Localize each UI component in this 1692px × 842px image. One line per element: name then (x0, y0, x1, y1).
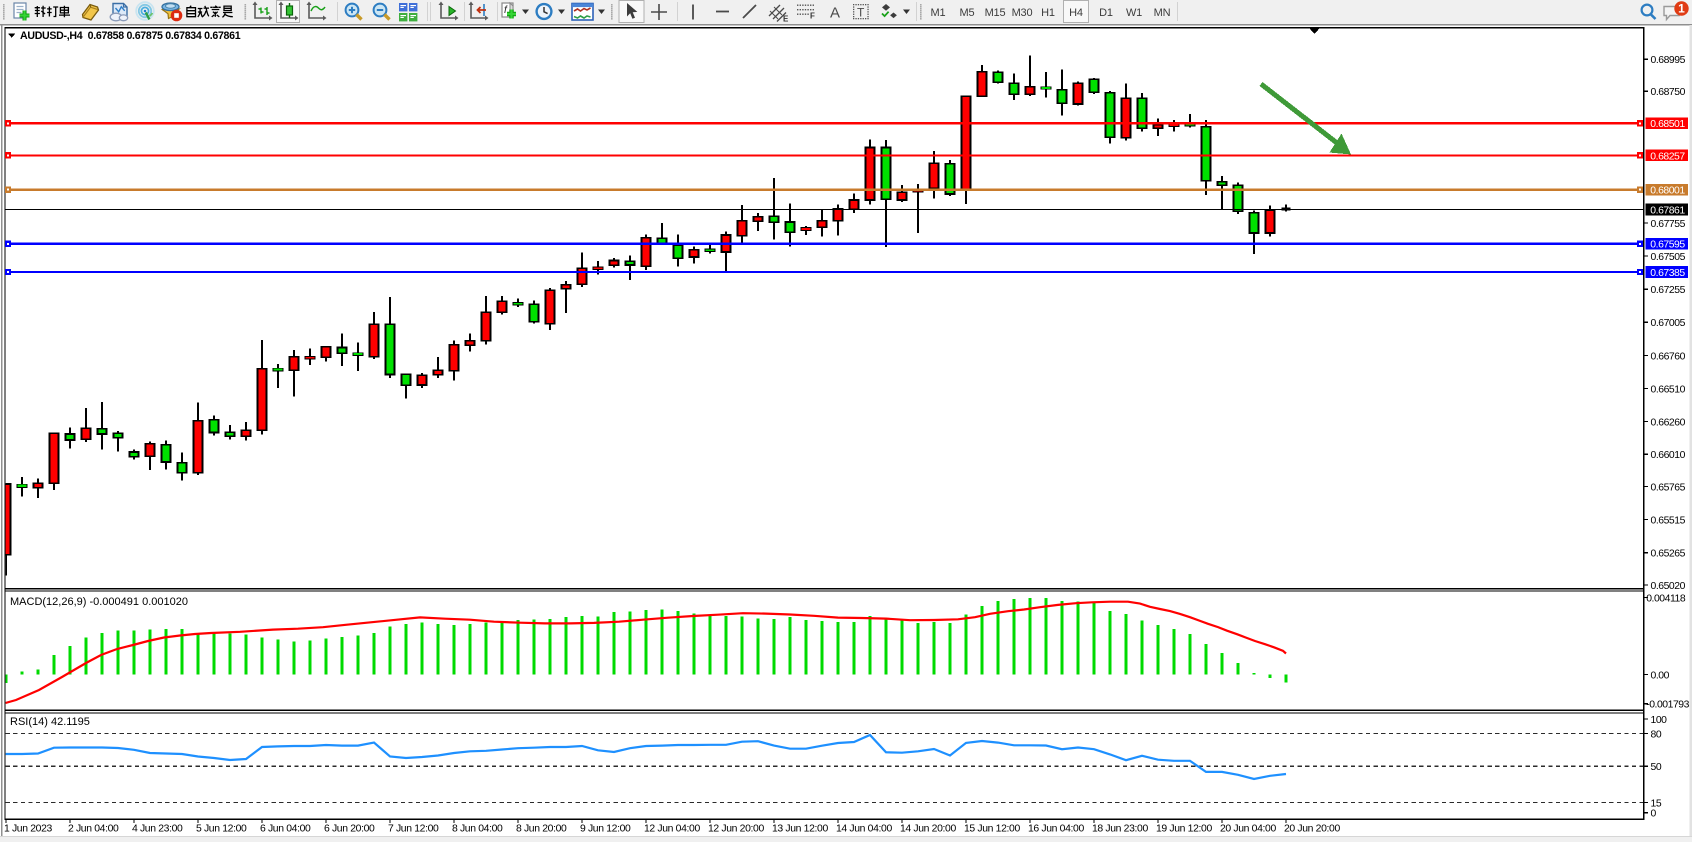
svg-text:80: 80 (1651, 730, 1662, 741)
svg-text:15: 15 (1651, 798, 1662, 809)
svg-text:0.68501: 0.68501 (1650, 119, 1685, 130)
svg-text:5 Jun 12:00: 5 Jun 12:00 (196, 824, 247, 835)
svg-text:8 Jun 04:00: 8 Jun 04:00 (452, 824, 503, 835)
svg-text:0: 0 (1651, 809, 1657, 820)
svg-text:0.004118: 0.004118 (1646, 593, 1686, 604)
svg-text:12 Jun 04:00: 12 Jun 04:00 (644, 824, 700, 835)
svg-text:9 Jun 12:00: 9 Jun 12:00 (580, 824, 631, 835)
svg-text:0.66010: 0.66010 (1651, 450, 1686, 461)
svg-text:A: A (830, 5, 840, 22)
svg-text:0.65515: 0.65515 (1651, 516, 1686, 527)
svg-text:M1: M1 (931, 7, 946, 19)
svg-text:D1: D1 (1099, 7, 1113, 19)
svg-text:4 Jun 23:00: 4 Jun 23:00 (132, 824, 183, 835)
svg-text:8 Jun 20:00: 8 Jun 20:00 (516, 824, 567, 835)
svg-text:0.67255: 0.67255 (1651, 285, 1686, 296)
svg-text:0.68750: 0.68750 (1651, 87, 1686, 98)
svg-text:E: E (783, 15, 789, 24)
svg-text:0.67385: 0.67385 (1650, 268, 1685, 279)
svg-text:T: T (857, 6, 865, 20)
svg-text:14 Jun 04:00: 14 Jun 04:00 (836, 824, 892, 835)
svg-text:MACD(12,26,9) -0.000491 0.0010: MACD(12,26,9) -0.000491 0.001020 (10, 596, 188, 608)
svg-text:2 Jun 04:00: 2 Jun 04:00 (68, 824, 119, 835)
svg-text:20 Jun 20:00: 20 Jun 20:00 (1284, 824, 1340, 835)
svg-text:50: 50 (1651, 762, 1662, 773)
svg-text:19 Jun 12:00: 19 Jun 12:00 (1156, 824, 1212, 835)
svg-text:M30: M30 (1012, 7, 1033, 19)
svg-text:0.67755: 0.67755 (1651, 219, 1686, 230)
svg-text:6 Jun 04:00: 6 Jun 04:00 (260, 824, 311, 835)
svg-text:0.00: 0.00 (1651, 670, 1670, 681)
svg-text:0.67595: 0.67595 (1650, 240, 1685, 251)
svg-text:0.65765: 0.65765 (1651, 483, 1686, 494)
svg-text:0.66760: 0.66760 (1651, 351, 1686, 362)
svg-text:14 Jun 20:00: 14 Jun 20:00 (900, 824, 956, 835)
svg-text:16 Jun 04:00: 16 Jun 04:00 (1028, 824, 1084, 835)
svg-text:0.65265: 0.65265 (1651, 549, 1686, 560)
svg-text:7 Jun 12:00: 7 Jun 12:00 (388, 824, 439, 835)
svg-text:f: f (504, 5, 508, 16)
svg-text:18 Jun 23:00: 18 Jun 23:00 (1092, 824, 1148, 835)
svg-text:0.67505: 0.67505 (1651, 252, 1686, 263)
svg-text:0.66260: 0.66260 (1651, 418, 1686, 429)
svg-text:1: 1 (1678, 2, 1685, 16)
svg-text:100: 100 (1651, 715, 1668, 726)
svg-text:0.65020: 0.65020 (1651, 581, 1686, 592)
svg-text:H1: H1 (1041, 7, 1055, 19)
svg-text:H4: H4 (1069, 7, 1083, 19)
svg-text:M5: M5 (960, 7, 975, 19)
svg-text:0.67005: 0.67005 (1651, 318, 1686, 329)
svg-text:MN: MN (1154, 7, 1171, 19)
svg-text:6 Jun 20:00: 6 Jun 20:00 (324, 824, 375, 835)
svg-text:-0.001793: -0.001793 (1646, 700, 1689, 711)
svg-text:13 Jun 12:00: 13 Jun 12:00 (772, 824, 828, 835)
svg-text:0.68995: 0.68995 (1651, 55, 1686, 66)
svg-text:0.68001: 0.68001 (1650, 186, 1685, 197)
svg-text:20 Jun 04:00: 20 Jun 04:00 (1220, 824, 1276, 835)
svg-text:AUDUSD-,H4 0.67858 0.67875 0.: AUDUSD-,H4 0.67858 0.67875 0.67834 0.678… (20, 30, 241, 42)
svg-text:0.68257: 0.68257 (1650, 151, 1685, 162)
svg-text:15 Jun 12:00: 15 Jun 12:00 (964, 824, 1020, 835)
svg-text:0.66510: 0.66510 (1651, 384, 1686, 395)
svg-text:0.67861: 0.67861 (1650, 205, 1685, 216)
svg-text:RSI(14) 42.1195: RSI(14) 42.1195 (10, 716, 90, 728)
svg-text:M15: M15 (985, 7, 1006, 19)
svg-text:1 Jun 2023: 1 Jun 2023 (4, 824, 52, 835)
svg-text:12 Jun 20:00: 12 Jun 20:00 (708, 824, 764, 835)
svg-text:W1: W1 (1126, 7, 1142, 19)
svg-text:F: F (810, 12, 815, 21)
